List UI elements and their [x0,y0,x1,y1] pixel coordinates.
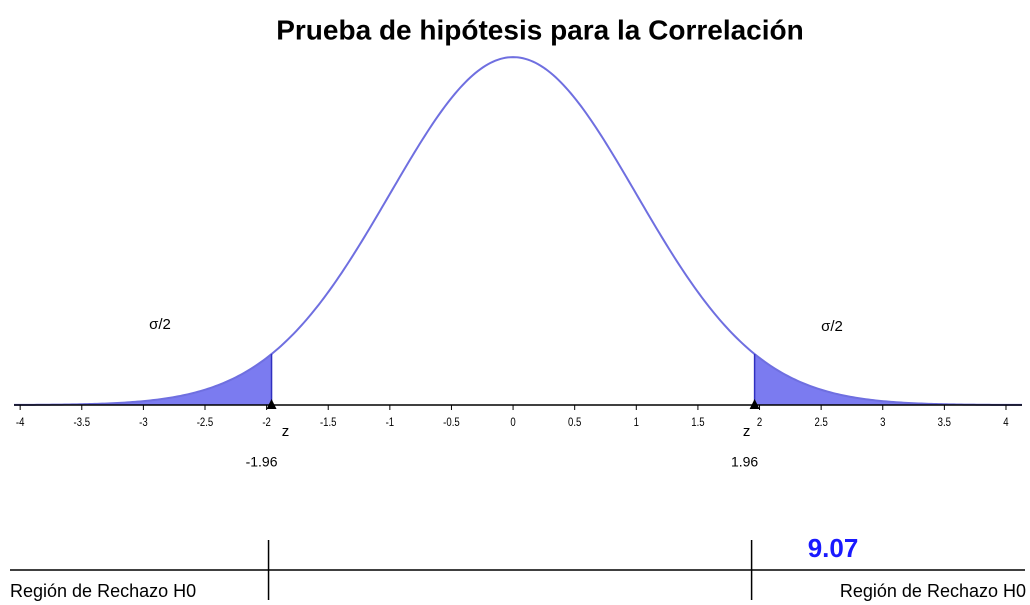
tick-label: 4 [1003,416,1008,429]
tail-area [754,354,1022,405]
critical-symbol: z [743,423,751,440]
critical-value: 1.96 [731,454,758,470]
tick-label: 1 [634,416,639,429]
tick-label: 3 [880,416,885,429]
region-label: Región de Rechazo H0 [840,581,1026,601]
tick-label: -3 [139,416,148,429]
tick-label: 3.5 [938,416,951,429]
tail-label: σ/2 [821,318,843,335]
tick-label: -1.5 [320,416,337,429]
tick-label: 0 [510,416,515,429]
tick-label: -2.5 [197,416,214,429]
density-curve [13,56,1023,406]
tick-label: -1 [386,416,395,429]
tick-label: -2 [262,416,271,429]
critical-marker [266,399,277,409]
tick-label: 2.5 [814,416,827,429]
tail-area [14,354,272,405]
critical-marker [749,399,760,409]
tick-label: -4 [16,416,25,429]
tick-label: 1.5 [691,416,704,429]
statistic: 9.07 [808,533,859,563]
tick-label: 0.5 [568,416,581,429]
critical-value: -1.96 [246,454,278,470]
tail-label: σ/2 [149,316,171,333]
critical-symbol: z [282,423,290,440]
tick-label: 2 [757,416,762,429]
region-label: Región de Rechazo H0 [10,581,196,601]
tick-label: -0.5 [443,416,460,429]
title: Prueba de hipótesis para la Correlación [276,14,804,45]
tick-label: -3.5 [74,416,91,429]
